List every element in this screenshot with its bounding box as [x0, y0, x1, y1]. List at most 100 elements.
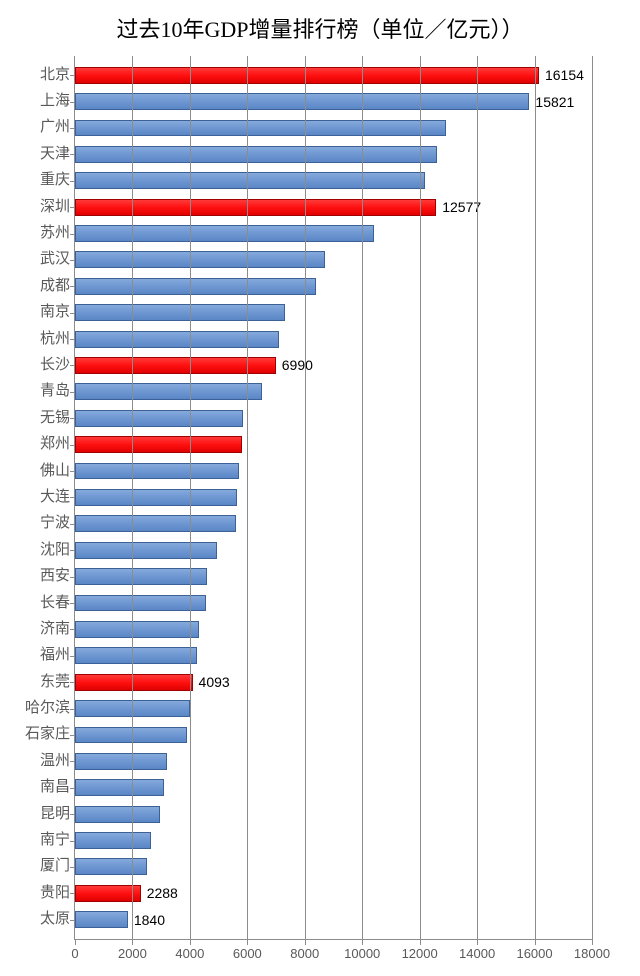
- bar-row: 北京16154: [75, 62, 592, 88]
- grid-line: [592, 56, 593, 939]
- bar-row: 郑州: [75, 431, 592, 457]
- category-label: 大连: [40, 490, 75, 505]
- bar-row: 佛山: [75, 458, 592, 484]
- bar: [75, 727, 187, 744]
- value-label: 4093: [199, 675, 230, 689]
- bar: [75, 885, 141, 902]
- grid-line: [305, 56, 306, 939]
- category-label: 东莞: [40, 675, 75, 690]
- category-label: 宁波: [40, 516, 75, 531]
- bar: [75, 542, 217, 559]
- bar-row: 沈阳: [75, 537, 592, 563]
- category-label: 太原: [40, 912, 75, 927]
- x-tick-label: 4000: [175, 946, 204, 961]
- bar-row: 成都: [75, 273, 592, 299]
- bar: [75, 383, 262, 400]
- category-label: 哈尔滨: [25, 701, 75, 716]
- category-label: 郑州: [40, 437, 75, 452]
- category-label: 沈阳: [40, 543, 75, 558]
- bar: [75, 199, 436, 216]
- bar-row: 重庆: [75, 168, 592, 194]
- bar-row: 南昌: [75, 775, 592, 801]
- bar: [75, 93, 529, 110]
- x-tick: [190, 939, 191, 945]
- bar-row: 太原1840: [75, 907, 592, 933]
- x-tick: [305, 939, 306, 945]
- bar: [75, 278, 316, 295]
- category-label: 西安: [40, 569, 75, 584]
- x-tick: [362, 939, 363, 945]
- bar-row: 贵阳2288: [75, 880, 592, 906]
- x-tick-label: 14000: [459, 946, 495, 961]
- category-label: 武汉: [40, 252, 75, 267]
- category-label: 南京: [40, 305, 75, 320]
- bar-row: 昆明: [75, 801, 592, 827]
- grid-line: [477, 56, 478, 939]
- category-label: 贵阳: [40, 886, 75, 901]
- category-label: 成都: [40, 279, 75, 294]
- bar: [75, 251, 325, 268]
- bar-row: 天津: [75, 141, 592, 167]
- bar: [75, 67, 539, 84]
- category-label: 杭州: [40, 332, 75, 347]
- grid-line: [132, 56, 133, 939]
- x-tick: [420, 939, 421, 945]
- grid-line: [190, 56, 191, 939]
- value-label: 6990: [282, 358, 313, 372]
- bar: [75, 410, 243, 427]
- bar-row: 南京: [75, 300, 592, 326]
- x-tick: [75, 939, 76, 945]
- value-label: 15821: [535, 95, 574, 109]
- grid-line: [247, 56, 248, 939]
- bar-row: 哈尔滨: [75, 695, 592, 721]
- category-label: 长沙: [40, 358, 75, 373]
- x-tick: [535, 939, 536, 945]
- x-tick: [247, 939, 248, 945]
- bar: [75, 753, 167, 770]
- category-label: 上海: [40, 94, 75, 109]
- category-label: 济南: [40, 622, 75, 637]
- category-label: 天津: [40, 147, 75, 162]
- bar: [75, 146, 437, 163]
- bar-row: 东莞4093: [75, 669, 592, 695]
- x-tick: [592, 939, 593, 945]
- category-label: 厦门: [40, 859, 75, 874]
- category-label: 苏州: [40, 226, 75, 241]
- bar: [75, 806, 160, 823]
- bar-row: 广州: [75, 115, 592, 141]
- value-label: 12577: [442, 200, 481, 214]
- chart-title: 过去10年GDP增量排行榜（单位／亿元））: [0, 12, 640, 44]
- bar-row: 杭州: [75, 326, 592, 352]
- bar-row: 上海15821: [75, 88, 592, 114]
- value-label: 2288: [147, 886, 178, 900]
- bar-row: 南宁: [75, 827, 592, 853]
- bar-row: 西安: [75, 563, 592, 589]
- x-tick: [132, 939, 133, 945]
- bar: [75, 225, 374, 242]
- category-label: 长春: [40, 596, 75, 611]
- category-label: 北京: [40, 68, 75, 83]
- bar-row: 宁波: [75, 511, 592, 537]
- bar-row: 厦门: [75, 854, 592, 880]
- bar-row: 深圳12577: [75, 194, 592, 220]
- grid-line: [420, 56, 421, 939]
- bar: [75, 120, 446, 137]
- category-label: 佛山: [40, 464, 75, 479]
- bar: [75, 304, 285, 321]
- value-label: 1840: [134, 913, 165, 927]
- bar: [75, 621, 199, 638]
- bar: [75, 911, 128, 928]
- category-label: 福州: [40, 648, 75, 663]
- bar: [75, 779, 164, 796]
- bar-row: 石家庄: [75, 722, 592, 748]
- bar: [75, 674, 193, 691]
- grid-line: [362, 56, 363, 939]
- bars-container: 北京16154上海15821广州天津重庆深圳12577苏州武汉成都南京杭州长沙6…: [75, 62, 592, 933]
- bar-row: 大连: [75, 484, 592, 510]
- bar-row: 温州: [75, 748, 592, 774]
- bar: [75, 515, 236, 532]
- bar: [75, 331, 279, 348]
- x-tick-label: 6000: [233, 946, 262, 961]
- bar: [75, 832, 151, 849]
- bar: [75, 858, 147, 875]
